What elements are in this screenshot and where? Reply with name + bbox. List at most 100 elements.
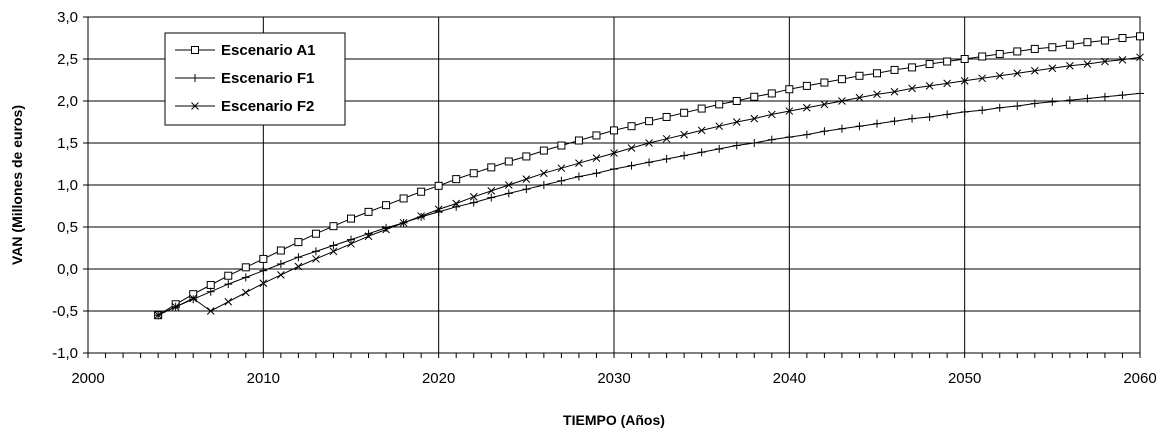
- square-marker: [855, 71, 864, 80]
- square-marker: [697, 104, 706, 113]
- x-marker-stroke-b: [540, 169, 548, 178]
- square-marker: [750, 92, 759, 101]
- x-marker: [364, 232, 373, 241]
- series-x: [154, 53, 1144, 320]
- x-marker: [241, 288, 250, 297]
- square-marker: [574, 136, 583, 145]
- x-marker-stroke-b: [873, 90, 881, 99]
- x-marker-stroke-b: [732, 118, 741, 126]
- x-marker: [294, 262, 303, 271]
- x-tick-label: 2050: [948, 370, 981, 387]
- x-marker-stroke-b: [347, 239, 355, 248]
- x-marker-stroke-b: [750, 114, 759, 123]
- legend-label: Escenario F1: [221, 70, 314, 87]
- square-marker: [1065, 40, 1074, 49]
- x-marker-stroke-b: [1030, 66, 1039, 75]
- x-tick-label: 2020: [422, 370, 455, 387]
- x-marker: [732, 118, 741, 126]
- x-marker: [838, 97, 846, 105]
- x-marker: [1013, 69, 1022, 78]
- square-marker: [627, 122, 636, 131]
- plus-marker: [732, 141, 741, 150]
- x-marker-stroke-b: [1101, 57, 1109, 66]
- plus-marker: [627, 161, 636, 170]
- square-marker: [539, 146, 548, 155]
- x-marker-stroke-b: [697, 126, 706, 135]
- x-marker-stroke-b: [680, 130, 688, 139]
- plus-marker: [995, 103, 1004, 112]
- x-marker-stroke-b: [434, 205, 443, 214]
- plus-marker: [574, 172, 583, 181]
- plus-marker: [276, 259, 285, 268]
- x-marker-stroke-b: [1066, 61, 1074, 70]
- x-marker-stroke-b: [277, 271, 285, 279]
- x-marker: [329, 247, 338, 256]
- x-marker-stroke-b: [294, 262, 303, 271]
- x-marker: [399, 218, 408, 227]
- x-marker: [995, 71, 1004, 80]
- x-marker: [820, 100, 829, 109]
- x-marker-stroke-b: [452, 199, 461, 208]
- series-markers: [154, 89, 1144, 320]
- plus-marker: [1100, 92, 1109, 101]
- square-marker: [820, 78, 829, 87]
- x-marker: [1136, 53, 1144, 62]
- x-marker: [1066, 61, 1074, 70]
- plus-marker: [382, 223, 391, 232]
- square-marker: [206, 280, 215, 289]
- x-axis-title: TIEMPO (Años): [563, 412, 665, 428]
- plus-marker: [294, 253, 303, 262]
- y-tick-label: 0,0: [57, 261, 78, 278]
- x-marker: [154, 311, 162, 320]
- x-marker: [1118, 55, 1127, 64]
- x-marker: [978, 74, 987, 83]
- legend-entry: Escenario A1: [175, 42, 316, 59]
- plus-marker: [802, 130, 811, 139]
- x-marker: [1048, 64, 1057, 73]
- x-marker-stroke-b: [364, 232, 373, 241]
- plus-marker: [767, 135, 776, 144]
- plus-marker: [504, 189, 513, 198]
- square-marker: [434, 181, 443, 190]
- x-marker-stroke-b: [855, 93, 864, 102]
- x-marker: [925, 82, 934, 90]
- square-marker: [978, 52, 987, 61]
- x-marker-stroke-b: [522, 175, 531, 183]
- x-marker-stroke-b: [241, 288, 250, 297]
- square-marker: [610, 126, 618, 135]
- x-tick-label: 2060: [1123, 370, 1156, 387]
- plus-marker: [890, 117, 899, 126]
- x-marker-stroke-b: [838, 97, 846, 105]
- square-marker: [294, 238, 303, 247]
- x-marker: [855, 93, 864, 102]
- x-marker-stroke-b: [715, 122, 724, 131]
- plus-marker: [1065, 96, 1074, 105]
- square-marker: [645, 117, 654, 126]
- legend-entry: Escenario F1: [175, 70, 314, 87]
- square-marker: [1030, 44, 1039, 53]
- x-marker-stroke-b: [908, 84, 916, 93]
- plus-marker: [820, 127, 829, 136]
- square-marker: [259, 254, 268, 263]
- plus-marker: [311, 247, 320, 256]
- square-marker: [802, 81, 811, 90]
- x-tick-label: 2040: [773, 370, 806, 387]
- square-marker: [662, 112, 671, 121]
- square-marker: [557, 141, 566, 150]
- plus-marker: [206, 287, 215, 296]
- plus-marker: [715, 144, 724, 153]
- plus-marker: [855, 122, 864, 131]
- x-marker: [645, 139, 653, 147]
- y-tick-label: 2,0: [57, 93, 78, 110]
- square-marker: [382, 201, 391, 210]
- square-marker: [837, 75, 846, 84]
- plus-marker: [697, 148, 706, 157]
- plus-marker: [837, 124, 846, 133]
- plus-marker: [662, 154, 671, 163]
- x-marker-stroke-b: [1118, 55, 1127, 64]
- axes: 3,0 2,5 2,0 1,5 1,0 0,5 0,0 -0,5 -1,0 2000 2010 202…: [52, 9, 1157, 387]
- x-marker: [277, 271, 285, 279]
- plus-marker: [978, 106, 987, 115]
- square-marker: [452, 175, 461, 184]
